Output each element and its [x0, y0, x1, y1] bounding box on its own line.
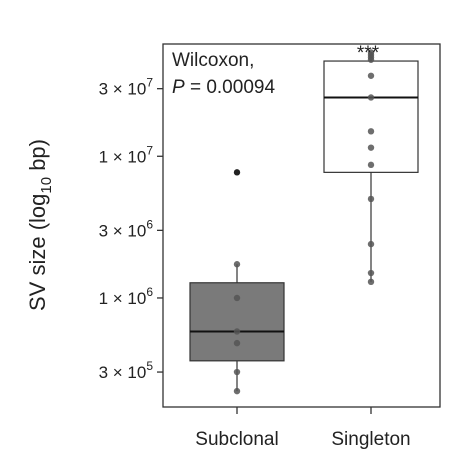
data-point	[367, 240, 375, 248]
outlier-point	[233, 169, 241, 176]
data-point	[367, 128, 375, 135]
data-point	[233, 387, 241, 395]
data-point	[367, 49, 375, 56]
plot-frame	[162, 43, 441, 408]
data-point	[367, 195, 375, 203]
test-annotation-line1: Wilcoxon,	[172, 50, 254, 71]
y-tick-label: 3 × 107	[99, 76, 154, 99]
y-tick-label: 3 × 106	[99, 217, 154, 240]
iqr-box	[323, 60, 419, 173]
data-point	[233, 294, 241, 302]
data-point	[233, 339, 241, 347]
y-tick-label: 1 × 107	[99, 143, 154, 166]
data-point	[367, 161, 375, 169]
data-point	[367, 94, 375, 101]
box-subclonal	[189, 169, 285, 395]
data-point	[367, 144, 375, 151]
boxes	[189, 49, 419, 395]
significance-marker: ***	[357, 43, 380, 64]
y-axis-ticks: 3 × 105 1 × 106 3 × 106 1 × 107 3 × 107	[99, 76, 163, 382]
data-point	[233, 328, 241, 335]
iqr-box	[189, 282, 285, 362]
x-tick-label: Subclonal	[195, 429, 278, 450]
data-point	[233, 261, 241, 268]
y-tick-label: 1 × 106	[99, 285, 154, 308]
x-axis-ticks: Subclonal Singleton	[195, 407, 411, 450]
y-axis-label: SV size (log10 bp)	[25, 139, 55, 311]
data-point	[367, 278, 375, 286]
data-point	[367, 269, 375, 277]
x-tick-label: Singleton	[331, 429, 410, 450]
y-tick-label: 3 × 105	[99, 359, 154, 382]
box-singleton	[323, 49, 419, 286]
data-point	[367, 72, 375, 79]
test-annotation-p-value: P = 0.00094	[172, 77, 275, 98]
data-point	[233, 368, 241, 376]
